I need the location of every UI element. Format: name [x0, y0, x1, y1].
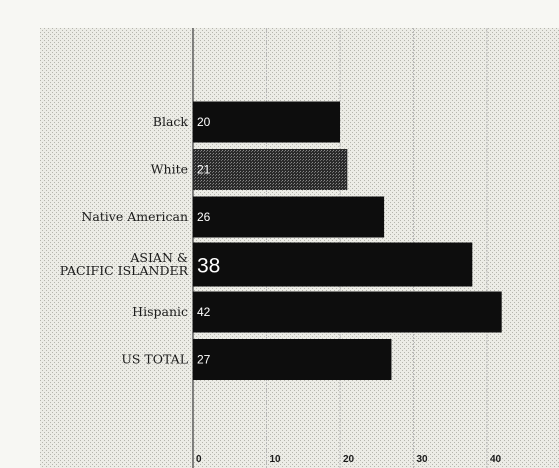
category-label: ASIAN & [129, 250, 188, 265]
category-label: White [151, 162, 188, 177]
x-tick-label: 30 [417, 454, 429, 465]
bar [193, 242, 473, 287]
x-tick-label: 0 [196, 454, 202, 465]
category-label: Native American [81, 209, 188, 224]
bars: 20 21 26 38 42 27 [193, 101, 502, 380]
category-label: US TOTAL [121, 352, 188, 367]
bar [193, 291, 502, 333]
bar [193, 101, 340, 143]
category-label: PACIFIC ISLANDER [60, 263, 189, 278]
bar [193, 149, 348, 190]
bar [193, 339, 392, 380]
x-tick-labels: 0 10 20 30 40 [196, 454, 502, 465]
category-label: Black [153, 114, 189, 129]
category-label: Hispanic [132, 304, 188, 319]
bar [193, 196, 385, 238]
data-label: 42 [197, 305, 211, 319]
data-label: 27 [197, 353, 211, 367]
data-label: 38 [197, 255, 220, 278]
category-labels: Black White Native American ASIAN &PACIFIC … [60, 114, 189, 367]
data-label: 26 [197, 210, 211, 224]
x-tick-label: 20 [343, 454, 355, 465]
data-label: 21 [197, 163, 211, 177]
x-tick-label: 10 [270, 454, 282, 465]
x-tick-label: 40 [490, 454, 502, 465]
data-label: 20 [197, 115, 211, 129]
